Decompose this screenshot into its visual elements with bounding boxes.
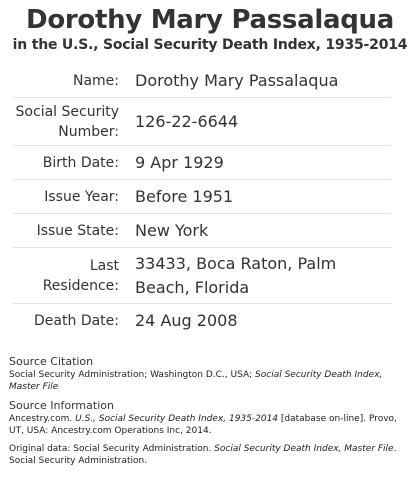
original-data-block: Original data: Social Security Administr… xyxy=(9,443,412,467)
record-row-issue-year: Issue Year: Before 1951 xyxy=(13,180,391,214)
field-value-ssn: 126-22-6644 xyxy=(135,111,239,131)
source-information-text: Ancestry.com. U.S., Social Security Deat… xyxy=(9,413,412,437)
source-information-block: Source Information Ancestry.com. U.S., S… xyxy=(9,399,412,437)
record-row-birth-date: Birth Date: 9 Apr 1929 xyxy=(13,146,391,180)
field-label-name: Name: xyxy=(72,72,119,89)
field-value-name: Dorothy Mary Passalaqua xyxy=(135,70,339,90)
field-label-death-date: Death Date: xyxy=(34,312,119,329)
source-information-suffix: [database on-line]. Provo, UT, USA: Ance… xyxy=(9,414,397,436)
source-information-prefix: Ancestry.com. xyxy=(9,414,76,424)
record-details-table: Name: Dorothy Mary Passalaqua Social Sec… xyxy=(13,64,391,337)
field-label-issue-state: Issue State: xyxy=(36,222,119,239)
source-information-heading: Source Information xyxy=(9,399,114,412)
original-data-italic: Social Security Death Index, Master File xyxy=(214,444,394,454)
original-data-text: Original data: Social Security Administr… xyxy=(9,443,412,467)
source-citation-text: Social Security Administration; Washingt… xyxy=(9,369,412,393)
field-label-ssn: Social Security Number: xyxy=(13,98,119,145)
field-label-ssn-line1: Social Security xyxy=(15,103,119,120)
source-citation-heading: Source Citation xyxy=(9,355,94,368)
field-value-last-residence: 33433, Boca Raton, Palm Beach, Florida xyxy=(135,253,337,297)
record-row-last-residence: Last Residence: 33433, Boca Raton, Palm … xyxy=(13,248,391,304)
page-header: Dorothy Mary Passalaqua in the U.S., Soc… xyxy=(0,0,420,64)
record-row-ssn: Social Security Number: 126-22-6644 xyxy=(13,98,391,146)
collection-subtitle: in the U.S., Social Security Death Index… xyxy=(12,37,408,53)
source-information-italic: U.S., Social Security Death Index, 1935-… xyxy=(75,414,279,424)
field-value-death-date: 24 Aug 2008 xyxy=(135,310,238,330)
field-value-issue-year: Before 1951 xyxy=(135,186,234,206)
record-row-name: Name: Dorothy Mary Passalaqua xyxy=(13,64,391,98)
record-row-issue-state: Issue State: New York xyxy=(13,214,391,248)
source-citation-plain: Social Security Administration; Washingt… xyxy=(9,370,256,380)
field-label-birth-date: Birth Date: xyxy=(42,154,119,171)
field-value-birth-date: 9 Apr 1929 xyxy=(135,152,224,172)
field-label-last-residence: Last Residence: xyxy=(42,258,119,294)
source-citation-block: Source Citation Social Security Administ… xyxy=(9,355,412,393)
original-data-suffix: . Social Security Administration. xyxy=(9,444,397,466)
record-row-death-date: Death Date: 24 Aug 2008 xyxy=(13,304,391,337)
original-data-prefix: Original data: Social Security Administr… xyxy=(9,444,215,454)
field-label-ssn-line2: Number: xyxy=(58,123,119,140)
page-title: Dorothy Mary Passalaqua xyxy=(26,5,394,35)
field-value-issue-state: New York xyxy=(135,220,209,240)
field-label-issue-year: Issue Year: xyxy=(44,188,119,205)
source-citation-italic: Social Security Death Index, Master File xyxy=(9,370,383,392)
source-section: Source Citation Social Security Administ… xyxy=(0,355,420,467)
